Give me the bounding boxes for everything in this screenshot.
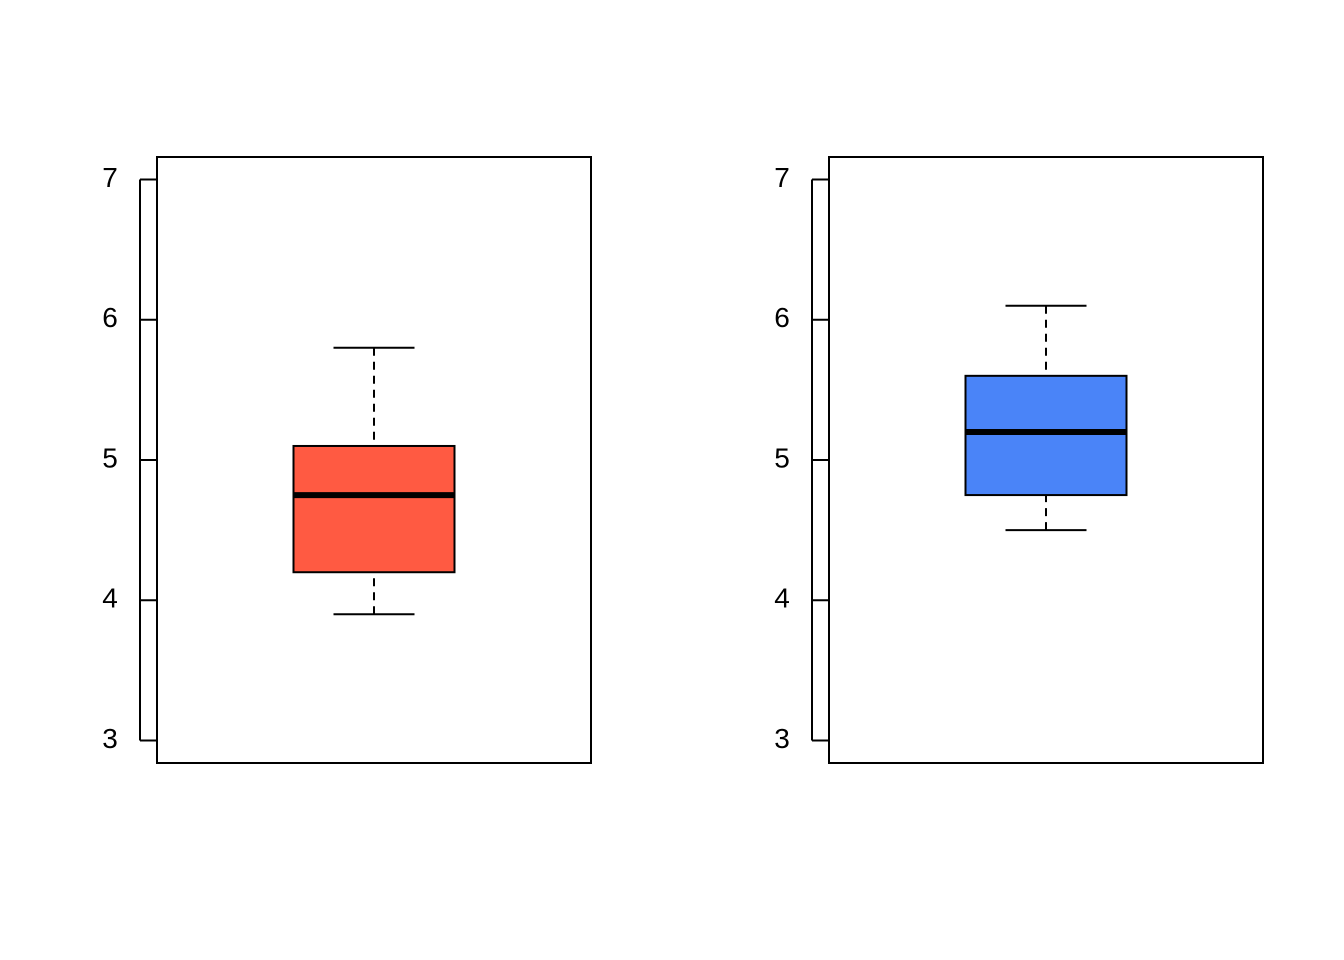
y-tick-label: 4 <box>102 583 118 614</box>
y-tick-label: 5 <box>102 442 118 473</box>
box <box>964 374 1128 497</box>
y-tick-label: 3 <box>102 723 118 754</box>
box <box>292 444 456 574</box>
y-tick-label: 3 <box>774 723 790 754</box>
y-tick-label: 7 <box>774 162 790 193</box>
y-tick-label: 5 <box>774 442 790 473</box>
y-tick-label: 6 <box>774 302 790 333</box>
y-tick-label: 4 <box>774 583 790 614</box>
y-tick-label: 6 <box>102 302 118 333</box>
y-tick-label: 7 <box>102 162 118 193</box>
